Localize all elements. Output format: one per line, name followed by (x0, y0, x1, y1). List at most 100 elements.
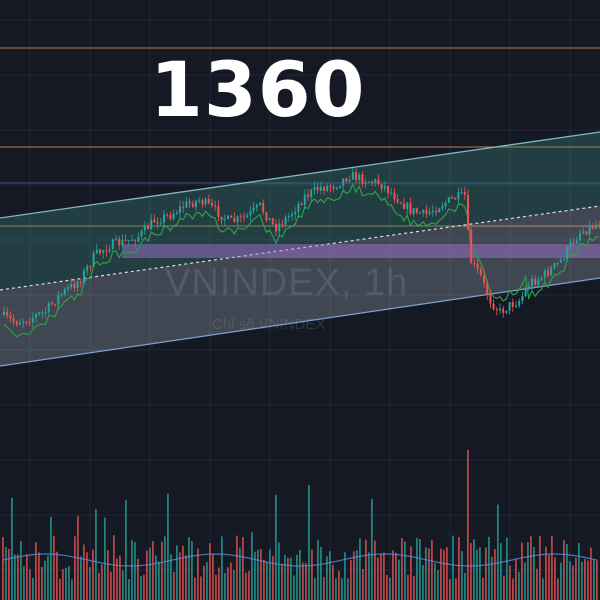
candle-body (268, 218, 271, 221)
volume-bar (38, 552, 40, 600)
candle-body (153, 219, 156, 223)
volume-bar (221, 536, 223, 600)
volume-bar (506, 537, 508, 600)
trailing-stop-path (3, 182, 600, 338)
candle-body (364, 182, 367, 184)
candle-body (236, 216, 239, 222)
candle-body (73, 283, 76, 288)
volume-bar (62, 569, 64, 600)
volume-bar (182, 545, 184, 600)
candle-body (281, 223, 284, 225)
volume-bar (554, 557, 556, 600)
candle-body (86, 266, 89, 271)
volume-bar (569, 561, 571, 600)
candle-body (262, 202, 265, 213)
candle-body (99, 249, 101, 253)
candle-body (243, 216, 245, 218)
volume-bar (587, 560, 589, 600)
volume-bar (11, 497, 13, 600)
candle-body (195, 200, 197, 207)
candle-body (575, 240, 578, 244)
candle-body (25, 321, 28, 323)
candle-body (412, 208, 415, 214)
candle-body (399, 202, 402, 204)
volume-bar (494, 549, 496, 600)
volume-bar (539, 536, 541, 600)
candle-body (67, 287, 69, 290)
volume-bar (215, 574, 217, 600)
candle-body (35, 314, 37, 318)
volume-bar (359, 538, 361, 600)
candle-body (22, 321, 25, 323)
volume-bar (491, 556, 493, 600)
candle-body (390, 192, 393, 194)
volume-bar (380, 553, 382, 600)
candle-body (483, 275, 485, 283)
candle-body (179, 206, 181, 213)
volume-bar (428, 548, 430, 600)
candle-body (271, 218, 274, 224)
candle-body (76, 281, 79, 288)
trailing-stop-line (3, 182, 600, 338)
candle-body (83, 270, 85, 284)
candle-body (156, 222, 159, 224)
candle-body (121, 239, 124, 246)
volume-bar (47, 555, 49, 600)
candle-body (127, 240, 130, 242)
candle-body (559, 259, 562, 263)
regression-channel[interactable] (0, 131, 600, 367)
horizontal-level-lines[interactable] (0, 47, 600, 227)
volume-bar (536, 568, 538, 600)
candle-body (566, 246, 569, 260)
volume-bar (176, 545, 178, 600)
candle-body (339, 185, 341, 188)
volume-bar (35, 542, 37, 600)
candle-body (246, 215, 249, 218)
candle-body (467, 195, 469, 230)
volume-bar (128, 579, 130, 600)
candle-body (563, 259, 565, 261)
candle-body (9, 315, 12, 319)
volume-bar (152, 541, 154, 600)
candle-body (300, 203, 303, 206)
candle-body (396, 199, 399, 203)
candle-body (556, 262, 559, 264)
volume-bar (275, 495, 277, 600)
volume-bar (296, 554, 298, 600)
candle-body (521, 296, 524, 302)
candle-body (294, 212, 297, 215)
volume-bar (56, 551, 58, 600)
volume-bar (170, 554, 172, 600)
candle-body (307, 194, 309, 197)
volume-bar (332, 564, 334, 600)
candle-body (409, 203, 412, 214)
channel-lower-line (0, 277, 600, 367)
candle-body (287, 215, 290, 218)
candle-body (41, 312, 44, 314)
candle-body (319, 187, 322, 191)
candle-body (239, 216, 242, 218)
volume-bar (449, 579, 451, 600)
volume-bar (317, 540, 319, 600)
candle-body (332, 186, 335, 189)
volume-bar (464, 572, 466, 600)
volume-bar (308, 485, 310, 600)
candle-body (214, 205, 217, 207)
candle-body (175, 212, 178, 214)
volume-bar (179, 552, 181, 600)
candle-body (278, 223, 281, 232)
volume-bar (74, 536, 76, 600)
volume-bar (191, 541, 193, 600)
candle-body (111, 239, 114, 250)
candle-body (147, 225, 149, 230)
volume-bar (398, 559, 400, 600)
symbol-watermark: VNINDEX, 1h (165, 262, 409, 304)
volume-bar (290, 557, 292, 600)
volume-bar (593, 559, 595, 600)
channel-upper-band (0, 132, 600, 290)
volume-bar (44, 560, 46, 600)
volume-bar (101, 564, 103, 600)
candle-body (454, 197, 457, 200)
volume-bar (218, 567, 220, 600)
